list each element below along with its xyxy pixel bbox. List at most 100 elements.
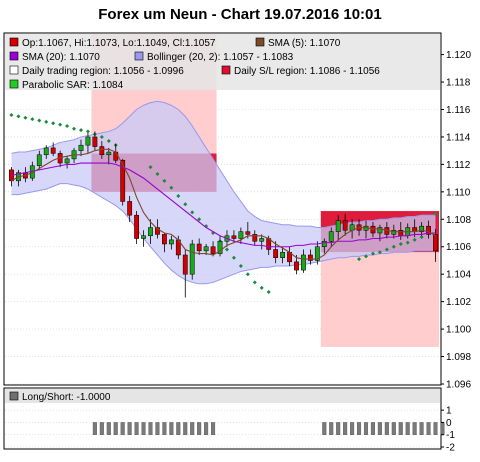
y-tick-label: 1.118 <box>446 78 471 89</box>
candle-body <box>99 146 105 156</box>
candle-body <box>196 243 202 252</box>
sar-point <box>85 129 90 134</box>
candle-body <box>238 231 244 239</box>
y-tick-label: 1.098 <box>446 352 471 363</box>
candles-layer <box>9 131 438 298</box>
long-short-bar <box>176 422 181 435</box>
long-short-bar <box>134 422 139 435</box>
candle-body <box>210 246 216 254</box>
long-short-bar <box>398 422 403 435</box>
candle-body <box>294 261 299 271</box>
long-short-bar <box>92 422 97 435</box>
sma5-line <box>11 148 436 260</box>
legend-sl-region: Daily S/L region: 1.1086 - 1.1056 <box>234 66 380 77</box>
sub-legend-swatch <box>9 391 19 401</box>
y-tick-label: 1.108 <box>446 215 471 226</box>
long-short-bar <box>357 422 362 435</box>
sar-point <box>231 255 236 260</box>
sar-point <box>37 118 42 123</box>
long-short-bar <box>106 422 111 435</box>
sub-grid-lines <box>5 409 440 448</box>
long-short-bar <box>190 422 195 435</box>
y-tick-label: 1.100 <box>446 325 471 336</box>
bollinger-lower <box>11 183 436 285</box>
legend-bollinger-swatch <box>134 51 144 61</box>
long-short-bar <box>405 422 410 435</box>
sar-point <box>99 134 104 139</box>
sma-layer <box>11 148 436 260</box>
sma20-line <box>11 162 436 248</box>
long-short-bar <box>440 422 445 435</box>
long-short-bar <box>419 422 424 435</box>
sar-point <box>370 251 375 256</box>
candle-body <box>85 136 91 146</box>
long-short-bar <box>204 422 209 435</box>
candle-body <box>245 231 251 235</box>
candle-body <box>148 227 153 237</box>
long-short-bar <box>336 422 341 435</box>
y-tick-label: 1.102 <box>446 297 471 308</box>
candle-body <box>106 151 112 156</box>
candle-body <box>92 136 98 147</box>
y-axis-sub: -2 -101 <box>441 406 455 454</box>
sub-legend-box <box>5 389 440 403</box>
long-short-bar <box>127 422 132 435</box>
sar-layer <box>9 112 438 295</box>
candle-body <box>141 235 146 239</box>
sar-point <box>23 115 28 120</box>
candle-body <box>162 234 167 245</box>
candle-body <box>64 158 70 164</box>
sar-point <box>357 257 362 262</box>
candle-body <box>155 227 160 235</box>
y-tick-label: 1.120 <box>446 50 471 61</box>
legend-sma20-swatch <box>9 51 19 61</box>
sar-point <box>364 254 369 259</box>
candle-body <box>134 214 140 239</box>
sar-point <box>433 211 438 216</box>
sar-point <box>58 122 63 127</box>
candle-body <box>203 246 209 252</box>
long-short-bar <box>120 422 125 435</box>
candle-body <box>127 201 133 216</box>
y-tick-label: 1.110 <box>446 187 471 198</box>
sar-point <box>384 247 389 252</box>
sar-point <box>238 263 243 268</box>
candle-body <box>120 160 126 202</box>
sar-point <box>252 280 257 285</box>
sar-point <box>245 272 250 277</box>
legend-sma5: SMA (5): 1.1070 <box>268 38 341 49</box>
legend-sar-swatch <box>9 79 19 89</box>
candle-body <box>328 231 334 242</box>
long-short-bar <box>377 422 382 435</box>
candle-body <box>189 243 195 275</box>
y-tick-label: 1.104 <box>446 270 471 281</box>
long-short-bar <box>155 422 160 435</box>
legend-trading-region: Daily trading region: 1.1056 - 1.0996 <box>22 66 184 77</box>
sar-point <box>391 244 396 249</box>
long-short-bar <box>211 422 216 435</box>
long-short-bars <box>92 422 445 435</box>
candle-body <box>314 246 320 261</box>
candle-body <box>335 220 341 232</box>
sar-point <box>405 240 410 245</box>
candle-body <box>36 154 42 167</box>
long-short-bar <box>162 422 167 435</box>
long-short-bar <box>197 422 202 435</box>
long-short-bar <box>391 422 396 435</box>
sar-point <box>412 237 417 242</box>
candle-body <box>301 254 306 271</box>
long-short-bar <box>183 422 188 435</box>
legend-sma5-swatch <box>255 37 265 47</box>
legend-trading-region-swatch <box>9 65 19 75</box>
sar-point <box>419 235 424 240</box>
sub-y-tick-label: -1 <box>446 430 455 441</box>
legend-box <box>5 34 440 90</box>
long-short-bar <box>329 422 334 435</box>
chart-title: Forex um Neun - Chart 19.07.2016 10:01 <box>98 6 381 23</box>
sar-point <box>162 178 167 183</box>
long-short-bar <box>169 422 174 435</box>
candle-body <box>182 254 188 275</box>
sar-point <box>30 117 35 122</box>
candle-body <box>43 147 49 156</box>
